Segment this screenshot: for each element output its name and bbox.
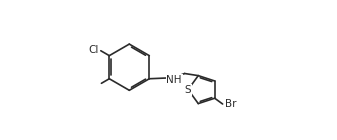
Text: S: S (185, 85, 191, 95)
Text: NH: NH (166, 75, 182, 85)
Text: Cl: Cl (89, 45, 99, 55)
Text: Br: Br (225, 99, 236, 109)
